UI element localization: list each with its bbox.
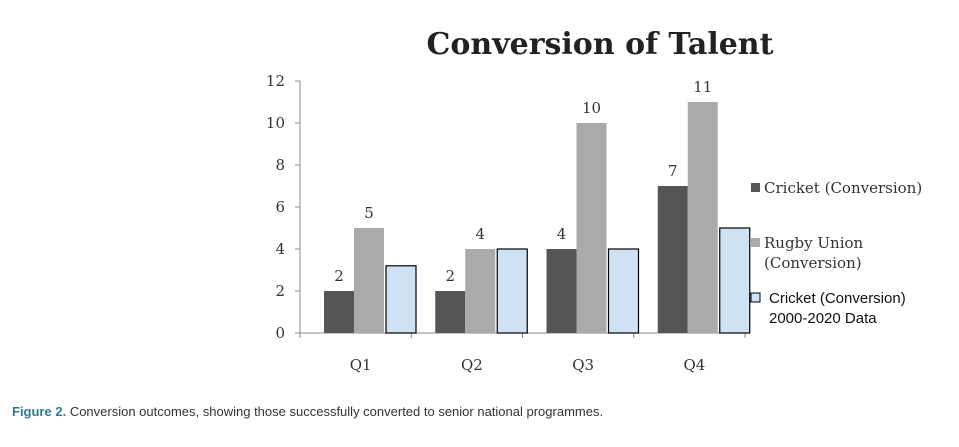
legend-label: Rugby Union: [764, 234, 864, 252]
legend: Cricket (Conversion) Rugby Union (Conversi…: [750, 179, 922, 327]
y-tick-label: 10: [266, 114, 285, 132]
bar-q4-series-2: [687, 102, 718, 333]
bar-q1-series-3: [385, 265, 417, 334]
bar-q3-series-3: [607, 248, 640, 334]
bar-q3-series-1: [546, 249, 577, 333]
bar-q2-series-3: [496, 248, 528, 334]
legend-swatch: [751, 238, 760, 247]
bar-q3-series-2: [576, 123, 607, 333]
x-axis: Q1 Q2 Q3 Q4: [299, 332, 746, 374]
caption-text: Conversion outcomes, showing those succe…: [69, 404, 604, 419]
figure-caption: Figure 2. Conversion outcomes, showing t…: [12, 404, 942, 419]
data-label: 4: [475, 225, 485, 243]
bars: [324, 102, 751, 334]
bar-q2-series-2: [465, 249, 496, 333]
y-tick-label: 8: [275, 156, 285, 174]
y-tick-label: 0: [275, 324, 285, 342]
bar-q2-series-1: [435, 291, 466, 333]
x-tick-label: Q4: [683, 356, 705, 374]
bar-q4-series-3: [719, 227, 751, 334]
x-tick-label: Q3: [572, 356, 594, 374]
legend-label: Cricket (Conversion): [769, 290, 906, 307]
legend-swatch: [751, 183, 760, 192]
legend-label: (Conversion): [764, 254, 862, 272]
x-tick-label: Q2: [461, 356, 483, 374]
bar-q1-series-1: [324, 291, 354, 333]
x-tick-label: Q1: [350, 356, 372, 374]
data-label: 4: [557, 225, 567, 243]
data-label: 2: [445, 267, 455, 285]
chart-title: Conversion of Talent: [427, 27, 774, 62]
data-label: 7: [668, 162, 678, 180]
legend-swatch: [750, 292, 761, 303]
data-label: 2: [334, 267, 344, 285]
data-label: 5: [364, 204, 374, 222]
legend-label: 2000-2020 Data: [769, 310, 877, 327]
figure-label: Figure 2.: [12, 404, 67, 419]
y-tick-label: 4: [275, 240, 285, 258]
data-label: 11: [693, 78, 712, 96]
bar-q4-series-1: [657, 186, 688, 333]
legend-label: Cricket (Conversion): [764, 179, 922, 197]
y-tick-label: 12: [266, 72, 285, 90]
data-labels: 2 5 2 4 4 10 7 11: [334, 78, 712, 285]
y-tick-label: 2: [275, 282, 285, 300]
data-label: 10: [582, 99, 601, 117]
y-axis: 0 2 4 6 8 10 12: [266, 72, 301, 342]
bar-q1-series-2: [354, 228, 384, 333]
y-tick-label: 6: [275, 198, 285, 216]
